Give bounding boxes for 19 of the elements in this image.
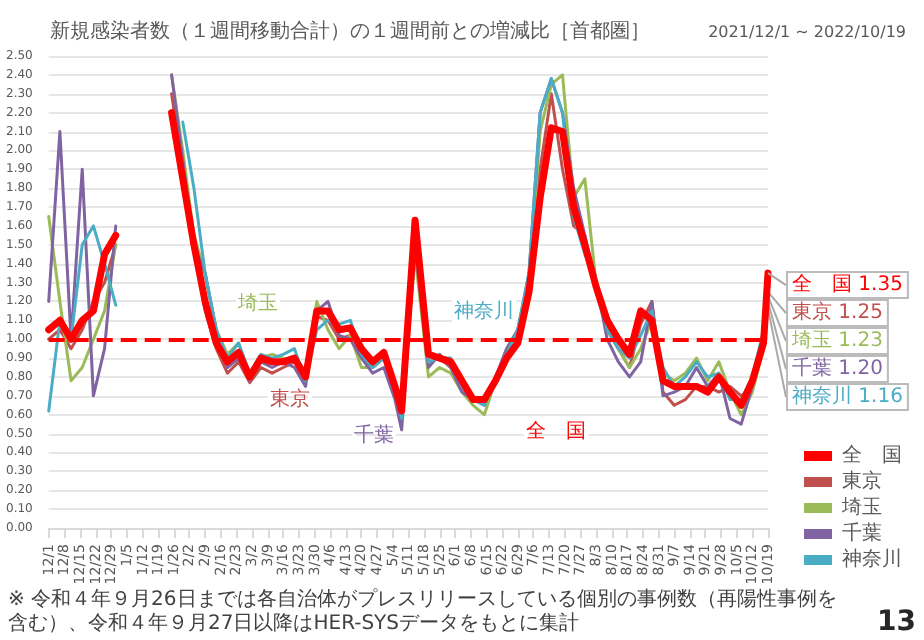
text: 東京 1.25 — [792, 302, 883, 325]
text: 神奈川 1.16 — [792, 386, 903, 409]
annotation: 千葉 — [354, 423, 394, 447]
legend-label: 千葉 — [842, 521, 882, 545]
text: ※ 令和４年９月26日までは各自治体がプレスリリースしている個別の事例数（再陽性事例を含む）、令和４年９月27日以降はHER-SYSデータをもとに集計 — [8, 587, 837, 635]
chart-title: 新規感染者数（１週間移動合計）の１週間前との増減比［首都圏］ — [50, 19, 650, 43]
text: 千葉 1.20 — [792, 358, 883, 381]
annotation: 神奈川 — [454, 299, 514, 323]
legend-label: 埼玉 — [840, 495, 882, 519]
annotation: 埼玉 — [236, 291, 278, 315]
text: 埼玉 1.23 — [792, 330, 883, 353]
text: 2021/12/1 ~ 2022/10/19 — [708, 23, 907, 41]
legend-label: 全 国 — [842, 443, 902, 467]
legend-label: 東京 — [842, 469, 882, 493]
text: 13 — [877, 606, 916, 638]
text: 全 国 1.35 — [792, 274, 903, 297]
legend-label: 神奈川 — [842, 547, 902, 571]
annotation: 東京 — [270, 387, 310, 411]
annotation: 全 国 — [526, 419, 586, 443]
